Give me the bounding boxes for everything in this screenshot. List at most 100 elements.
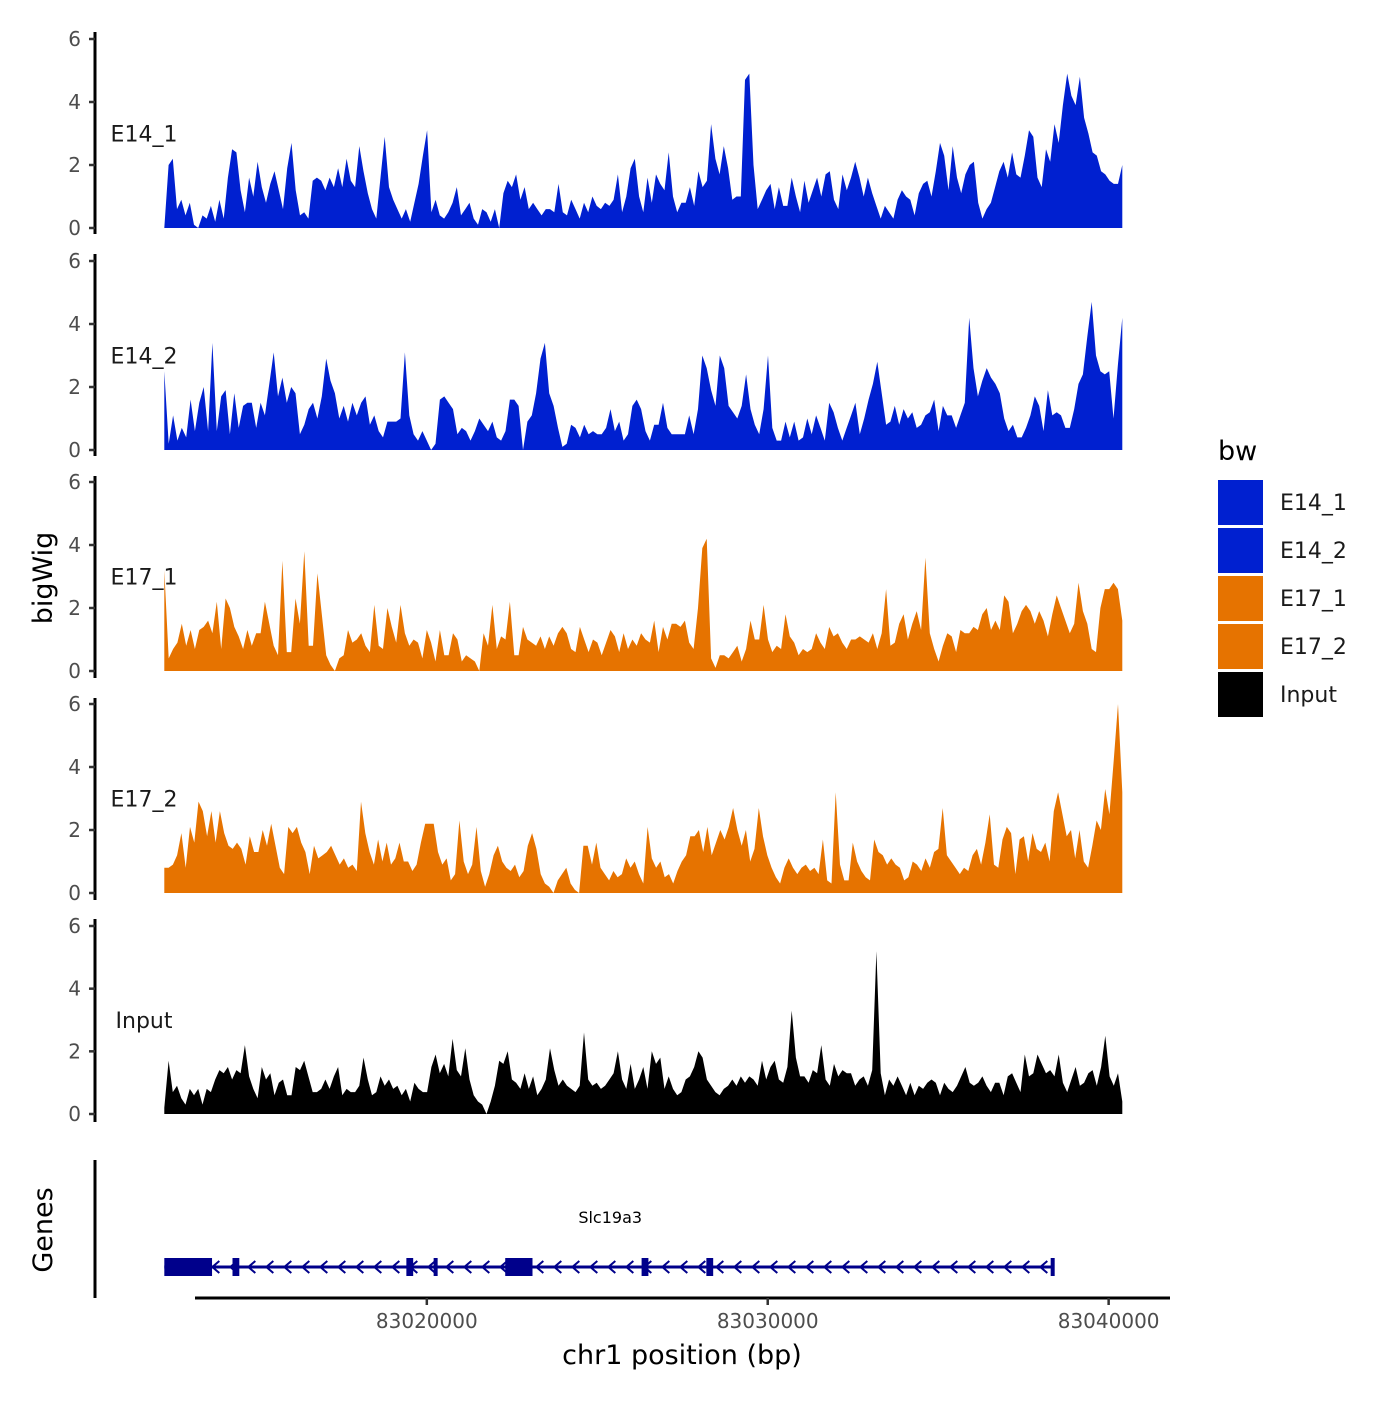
legend-label-E14_2: E14_2 bbox=[1280, 539, 1347, 564]
gene-Slc19a3: Slc19a3 bbox=[164, 1208, 1055, 1276]
strand-arrow bbox=[966, 1260, 976, 1274]
y-tick-label: 6 bbox=[68, 249, 81, 273]
y-tick-label: 0 bbox=[68, 438, 81, 462]
strand-arrow bbox=[246, 1260, 256, 1274]
exon bbox=[706, 1258, 714, 1276]
gene-name-label: Slc19a3 bbox=[578, 1208, 642, 1227]
x-axis: 83020000 83030000 83040000 bbox=[195, 1296, 1170, 1333]
strand-arrow bbox=[282, 1260, 292, 1274]
exon bbox=[1050, 1258, 1055, 1276]
strand-arrow bbox=[336, 1260, 346, 1274]
exon bbox=[232, 1258, 240, 1276]
y-tick-label: 2 bbox=[68, 818, 81, 842]
track-label-E17_1: E17_1 bbox=[111, 566, 178, 591]
signal-tracks: 0 2 4 6 E14_1 0 2 4 6 E14_2 0 2 4 6 E17_1 0 2 4 6 E17_2 0 2 4 6… bbox=[68, 27, 1123, 1126]
y-tick-label: 6 bbox=[68, 914, 81, 938]
x-axis-title: chr1 position (bp) bbox=[562, 1340, 802, 1371]
exon bbox=[641, 1258, 649, 1276]
y-tick-label: 2 bbox=[68, 1039, 81, 1063]
y-tick-label: 2 bbox=[68, 153, 81, 177]
strand-arrow bbox=[660, 1260, 670, 1274]
y-tick-label: 0 bbox=[68, 659, 81, 683]
strand-arrow bbox=[1038, 1260, 1048, 1274]
strand-arrow bbox=[570, 1260, 580, 1274]
legend-title: bw bbox=[1218, 436, 1257, 467]
strand-arrow bbox=[444, 1260, 454, 1274]
track-Input: 0 2 4 6 Input bbox=[68, 914, 1123, 1126]
area-E14_1 bbox=[164, 73, 1123, 228]
legend-label-E17_2: E17_2 bbox=[1280, 635, 1347, 660]
legend-swatch-E17_1 bbox=[1218, 576, 1263, 621]
track-E14_1: 0 2 4 6 E14_1 bbox=[68, 27, 1123, 240]
y-tick-label: 6 bbox=[68, 27, 81, 51]
legend-swatch-Input bbox=[1218, 672, 1263, 717]
y-tick-label: 4 bbox=[68, 312, 81, 336]
strand-arrow bbox=[912, 1260, 922, 1274]
exon bbox=[164, 1258, 213, 1276]
strand-arrow bbox=[318, 1260, 328, 1274]
exon bbox=[406, 1258, 414, 1276]
genes-axis-title: Genes bbox=[28, 1187, 59, 1272]
strand-arrow bbox=[552, 1260, 562, 1274]
strand-arrow bbox=[534, 1260, 544, 1274]
exon bbox=[505, 1258, 533, 1276]
y-tick-label: 4 bbox=[68, 533, 81, 557]
y-tick-label: 4 bbox=[68, 90, 81, 114]
strand-arrow bbox=[354, 1260, 364, 1274]
strand-arrow bbox=[264, 1260, 274, 1274]
strand-arrow bbox=[714, 1260, 724, 1274]
strand-arrow bbox=[894, 1260, 904, 1274]
strand-arrow bbox=[750, 1260, 760, 1274]
gene-panel: Slc19a3 bbox=[93, 1160, 1055, 1298]
y-tick-label: 4 bbox=[68, 755, 81, 779]
x-tick-label: 83040000 bbox=[1058, 1309, 1160, 1333]
exon bbox=[433, 1258, 438, 1276]
strand-arrow bbox=[768, 1260, 778, 1274]
strand-arrow bbox=[858, 1260, 868, 1274]
strand-arrow bbox=[300, 1260, 310, 1274]
legend-label-Input: Input bbox=[1280, 683, 1337, 708]
strand-arrow bbox=[1002, 1260, 1012, 1274]
y-tick-label: 6 bbox=[68, 470, 81, 494]
y-tick-label: 2 bbox=[68, 596, 81, 620]
strand-arrow bbox=[588, 1260, 598, 1274]
area-Input bbox=[164, 951, 1123, 1114]
area-E14_2 bbox=[164, 301, 1123, 450]
legend-swatch-E14_2 bbox=[1218, 528, 1263, 573]
strand-arrow bbox=[210, 1260, 220, 1274]
track-E17_1: 0 2 4 6 E17_1 bbox=[68, 470, 1123, 683]
x-tick-label: 83020000 bbox=[376, 1309, 478, 1333]
strand-arrow bbox=[480, 1260, 490, 1274]
strand-arrow bbox=[390, 1260, 400, 1274]
strand-arrow bbox=[624, 1260, 634, 1274]
track-E17_2: 0 2 4 6 E17_2 bbox=[68, 692, 1123, 905]
strand-arrow bbox=[984, 1260, 994, 1274]
strand-arrow bbox=[786, 1260, 796, 1274]
y-tick-label: 2 bbox=[68, 375, 81, 399]
track-label-E14_1: E14_1 bbox=[111, 123, 178, 148]
track-label-E14_2: E14_2 bbox=[111, 345, 178, 370]
strand-arrow bbox=[606, 1260, 616, 1274]
area-E17_1 bbox=[164, 538, 1123, 671]
area-E17_2 bbox=[164, 704, 1123, 893]
track-label-Input: Input bbox=[116, 1009, 173, 1034]
strand-arrow bbox=[822, 1260, 832, 1274]
strand-arrow bbox=[840, 1260, 850, 1274]
strand-arrow bbox=[804, 1260, 814, 1274]
legend-label-E14_1: E14_1 bbox=[1280, 491, 1347, 516]
legend-swatch-E17_2 bbox=[1218, 624, 1263, 669]
strand-arrow bbox=[696, 1260, 706, 1274]
x-tick-label: 83030000 bbox=[717, 1309, 819, 1333]
strand-arrow bbox=[930, 1260, 940, 1274]
strand-arrow bbox=[462, 1260, 472, 1274]
legend-label-E17_1: E17_1 bbox=[1280, 587, 1347, 612]
legend: bw E14_1 E14_2 E17_1 E17_2 Input bbox=[1218, 436, 1347, 717]
y-tick-label: 0 bbox=[68, 216, 81, 240]
y-tick-label: 6 bbox=[68, 692, 81, 716]
legend-swatch-E14_1 bbox=[1218, 480, 1263, 525]
y-tick-label: 4 bbox=[68, 977, 81, 1001]
strand-arrow bbox=[372, 1260, 382, 1274]
strand-arrow bbox=[498, 1260, 508, 1274]
strand-arrow bbox=[678, 1260, 688, 1274]
